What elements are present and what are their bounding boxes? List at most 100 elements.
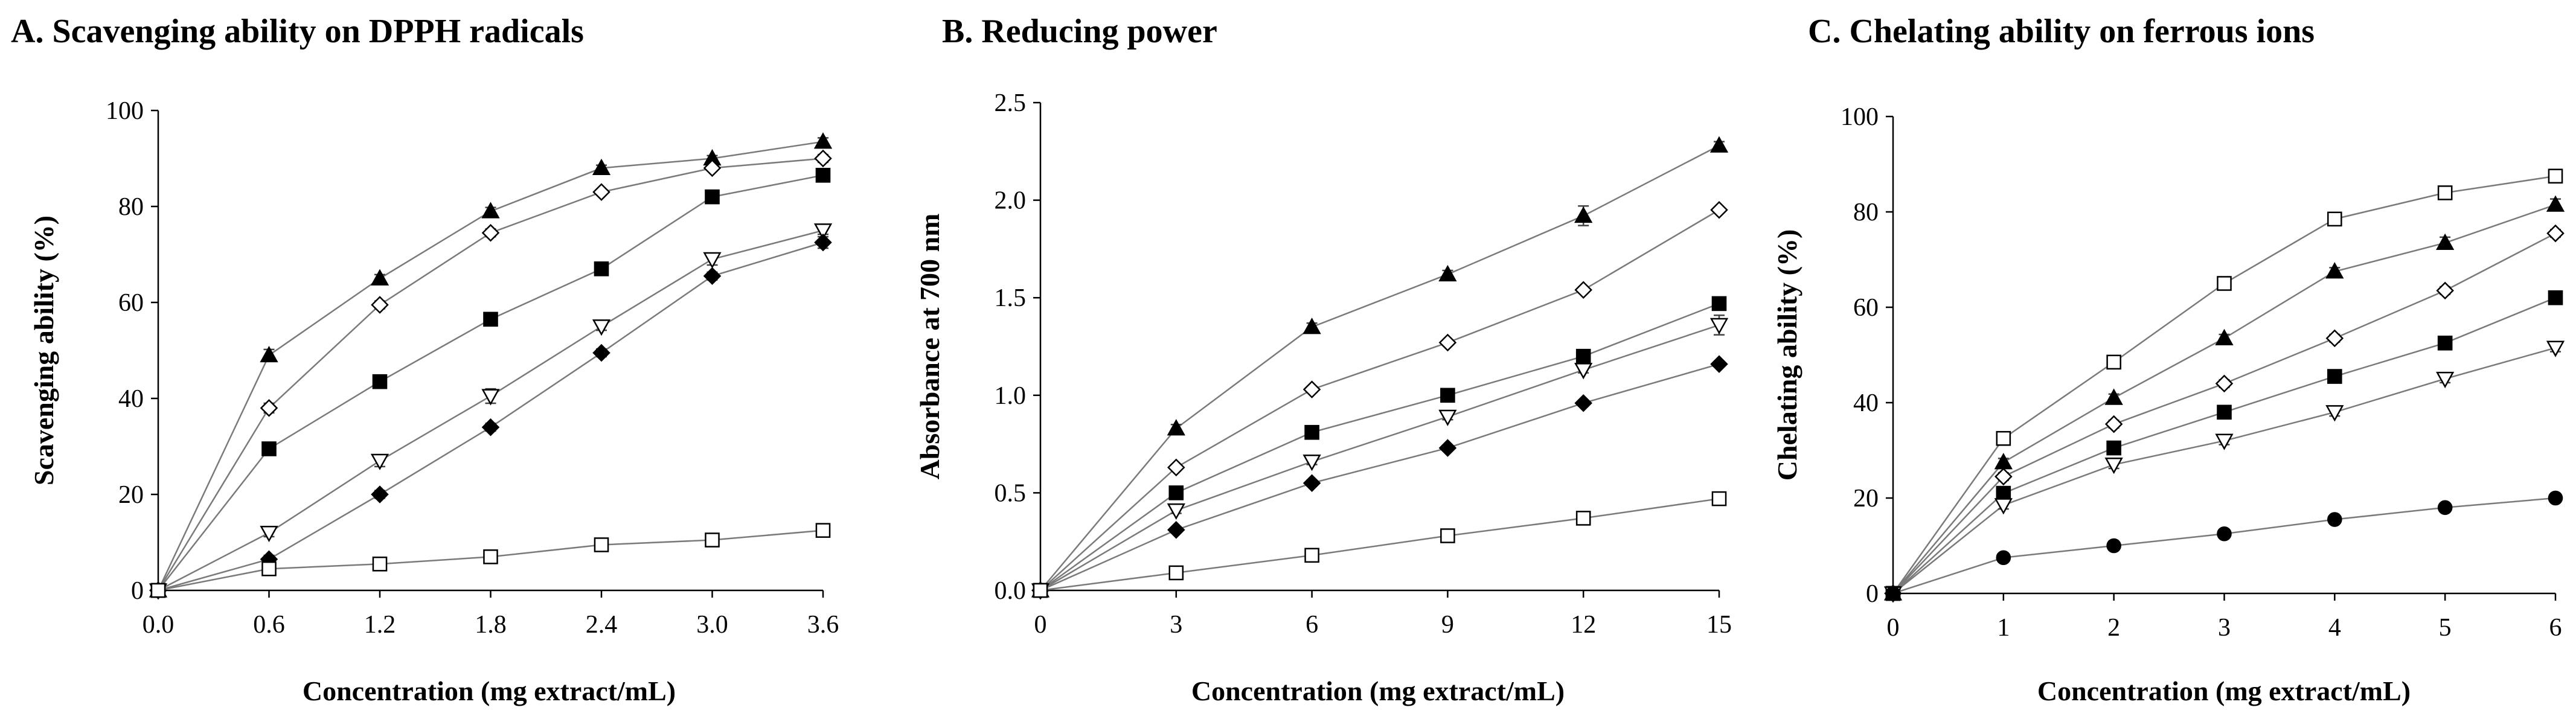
panel-c-data-point xyxy=(2104,415,2123,433)
panel-a-data-point xyxy=(813,223,833,240)
panel-c-data-point xyxy=(2327,512,2342,527)
panel-a-data-point xyxy=(483,311,498,327)
panel-a-data-point xyxy=(261,441,277,456)
panel-b-data-point xyxy=(1575,348,1591,364)
panel-c-x-tick-label: 6 xyxy=(2549,614,2562,642)
panel-b-data-point xyxy=(1167,521,1185,539)
panel-c-data-point xyxy=(2546,340,2565,357)
panel-c-y-tick-label: 0 xyxy=(1866,580,1879,608)
panel-a-y-tick-label: 80 xyxy=(118,193,144,221)
panel-c-data-point xyxy=(2548,490,2563,506)
panel-b: B. Reducing power 0.0 0.5 1.0 1.5 2.0 2.5 0 3 6 9 1… xyxy=(914,13,1732,706)
panel-b-data-point xyxy=(1574,281,1592,299)
panel-c-data-point xyxy=(2104,388,2123,405)
panel-b-data-point xyxy=(1302,318,1321,334)
panel-b-title: B. Reducing power xyxy=(942,13,1217,50)
panel-b-series-line xyxy=(1040,209,1720,591)
panel-c-title: C. Chelating ability on ferrous ions xyxy=(1808,13,2315,50)
panel-b-data-point xyxy=(1711,296,1727,311)
panel-c-x-tick-label: 0 xyxy=(1887,614,1900,642)
panel-b-series-triangle-down-open xyxy=(1031,315,1729,600)
panel-c-data-point xyxy=(2217,404,2232,420)
panel-c-data-point xyxy=(1885,586,1901,601)
panel-a-data-point xyxy=(813,132,833,149)
panel-b-x-tick-label: 12 xyxy=(1571,611,1596,639)
panel-a-y-tick-label: 60 xyxy=(118,289,144,317)
panel-a-data-point xyxy=(594,261,609,276)
panel-b-data-point xyxy=(1167,458,1185,477)
panel-c-data-point xyxy=(2106,538,2121,554)
panel-b-data-point xyxy=(1574,206,1593,223)
panel-b-data-point xyxy=(1167,419,1185,436)
panel-a-data-point xyxy=(370,453,389,470)
panel-a-x-tick-label: 0.0 xyxy=(143,611,175,639)
panel-c-data-point xyxy=(2437,335,2453,351)
panel-a-data-point xyxy=(703,267,722,286)
panel-a-x-tick-label: 0.6 xyxy=(253,611,285,639)
panel-c-data-point xyxy=(2436,233,2455,250)
panel-c-data-point xyxy=(2215,328,2234,345)
panel-b-series-line xyxy=(1040,363,1720,592)
panel-a-x-axis-label: Concentration (mg extract/mL) xyxy=(303,676,676,706)
panel-c-y-tick-label: 20 xyxy=(1853,485,1879,513)
panel-b-data-point xyxy=(1438,409,1457,426)
panel-c-data-point xyxy=(2215,374,2234,393)
panel-c-series-triangle-down-open xyxy=(1883,340,2565,603)
panel-c-data-point xyxy=(2325,329,2344,348)
panel-b-data-point xyxy=(1168,485,1184,500)
panel-b-data-point xyxy=(1438,333,1457,352)
panel-b-series-square-open xyxy=(1033,491,1727,598)
panel-b-y-tick-label: 1.0 xyxy=(995,382,1027,410)
panel-c-data-point xyxy=(2437,185,2453,200)
panel-a-data-point xyxy=(814,149,832,168)
panel-a-data-point xyxy=(703,252,722,269)
panel-c-series-square-open xyxy=(1885,168,2563,601)
panel-b-y-axis-label: Absorbance at 700 nm xyxy=(914,214,945,480)
panel-c-x-tick-label: 4 xyxy=(2328,614,2341,642)
panel-a-data-point xyxy=(481,202,500,219)
panel-b-series-line xyxy=(1040,144,1720,591)
panel-c-data-point xyxy=(2327,369,2342,384)
panel-a-data-point xyxy=(483,549,498,564)
panel-c-data-point xyxy=(1994,453,2013,470)
panel-b-x-tick-label: 3 xyxy=(1170,611,1182,639)
panel-c-x-tick-label: 1 xyxy=(1997,614,2010,642)
panel-b-x-tick-label: 15 xyxy=(1706,611,1732,639)
panel-b-series-line xyxy=(1040,497,1720,592)
panel-c-data-point xyxy=(1996,550,2011,566)
panel-b-data-point xyxy=(1575,511,1591,526)
panel-b-y-tick-label: 0.0 xyxy=(995,577,1027,605)
panel-b-series-line xyxy=(1040,324,1720,592)
panel-a-x-tick-label: 2.4 xyxy=(586,611,618,639)
panel-c-data-point xyxy=(1994,498,2013,515)
panel-a-x-tick-label: 1.8 xyxy=(475,611,507,639)
panel-a-data-point xyxy=(372,374,388,389)
panel-a: A. Scavenging ability on DPPH radicals 0 2… xyxy=(11,13,839,706)
panel-a-x-tick-label: 3.0 xyxy=(696,611,728,639)
panel-b-series-line xyxy=(1040,302,1720,592)
panel-c-data-point xyxy=(2546,195,2565,212)
panel-a-y-tick-label: 100 xyxy=(106,97,144,125)
panel-b-data-point xyxy=(1168,565,1184,581)
panel-b-y-tick-label: 0.5 xyxy=(995,479,1027,507)
panel-a-data-point xyxy=(594,537,609,552)
panel-a-data-point xyxy=(703,159,722,177)
panel-a-data-point xyxy=(260,345,278,363)
panel-a-y-tick-label: 20 xyxy=(118,481,144,509)
panel-b-data-point xyxy=(1167,503,1185,520)
panel-a-data-point xyxy=(260,525,278,543)
panel-a-y-axis-label: Scavenging ability (%) xyxy=(28,216,59,485)
panel-b-data-point xyxy=(1302,474,1321,493)
panel-b-series-triangle-filled xyxy=(1031,136,1729,598)
panel-c-data-point xyxy=(2106,440,2121,456)
panel-a-data-point xyxy=(261,561,277,577)
panel-b-y-tick-label: 1.5 xyxy=(995,284,1027,312)
panel-a-data-point xyxy=(371,485,389,503)
panel-b-x-axis-label: Concentration (mg extract/mL) xyxy=(1191,676,1565,706)
panel-a-series-triangle-filled xyxy=(149,132,833,598)
panel-c-y-tick-label: 40 xyxy=(1853,389,1879,417)
panel-b-data-point xyxy=(1710,200,1728,219)
panel-a-data-point xyxy=(481,418,500,436)
panel-b-data-point xyxy=(1304,548,1319,563)
